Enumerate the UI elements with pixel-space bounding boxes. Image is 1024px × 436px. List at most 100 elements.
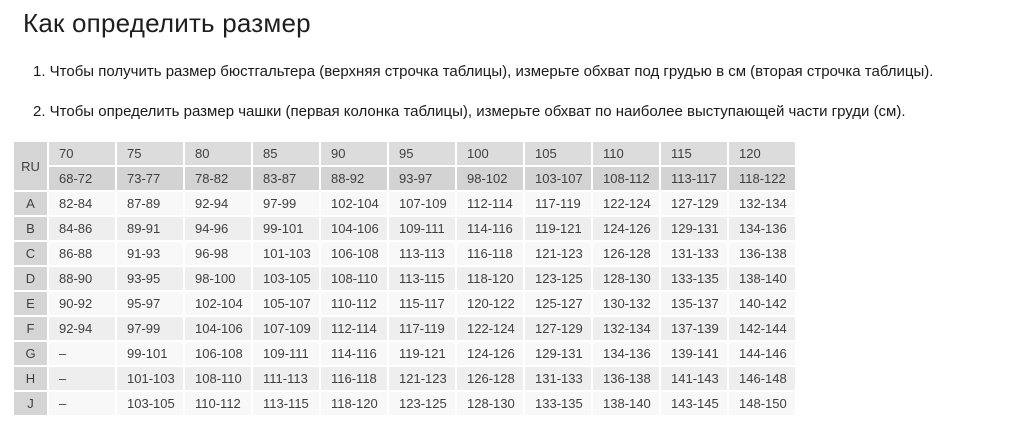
cup-label-cell: D	[14, 267, 47, 290]
size-cell: 104-106	[321, 217, 387, 240]
cup-row-c: C 86-88 91-93 96-98 101-103 106-108 113-113 116…	[14, 242, 795, 265]
band-size-cell: 95	[389, 142, 455, 165]
size-cell: 118-120	[457, 267, 523, 290]
cup-label-cell: E	[14, 292, 47, 315]
size-cell: 116-118	[321, 367, 387, 390]
cup-row-f: F 92-94 97-99 104-106 107-109 112-114 117-119 1…	[14, 317, 795, 340]
size-cell: 119-121	[389, 342, 455, 365]
cup-row-e: E 90-92 95-97 102-104 105-107 110-112 115-117 1…	[14, 292, 795, 315]
size-cell: 98-100	[185, 267, 251, 290]
size-cell: 92-94	[185, 192, 251, 215]
size-cell: 143-145	[661, 392, 727, 415]
instructions-list: 1. Чтобы получить размер бюстгальтера (в…	[33, 62, 1024, 121]
size-cell: 131-133	[525, 367, 591, 390]
underbust-cell: 73-77	[117, 167, 183, 190]
size-cell: 112-114	[321, 317, 387, 340]
size-cell: 88-90	[49, 267, 115, 290]
band-size-cell: 105	[525, 142, 591, 165]
band-size-cell: 70	[49, 142, 115, 165]
size-cell: 141-143	[661, 367, 727, 390]
size-cell: 123-125	[389, 392, 455, 415]
size-cell: 82-84	[49, 192, 115, 215]
size-cell: 101-103	[253, 242, 319, 265]
cup-label-cell: J	[14, 392, 47, 415]
cup-row-j: J –103-105 110-112 113-115 118-120 123-125 128…	[14, 392, 795, 415]
instruction-item-2: 2. Чтобы определить размер чашки (первая…	[33, 103, 906, 120]
size-cell: 133-135	[525, 392, 591, 415]
size-cell: 132-134	[729, 192, 795, 215]
cup-row-b: B 84-86 89-91 94-96 99-101 104-106 109-111 114-…	[14, 217, 795, 240]
size-cell: 123-125	[525, 267, 591, 290]
size-cell: 104-106	[185, 317, 251, 340]
cup-label-cell: H	[14, 367, 47, 390]
size-cell: 102-104	[185, 292, 251, 315]
size-cell: 133-135	[661, 267, 727, 290]
size-cell: 121-123	[389, 367, 455, 390]
size-cell: 124-126	[593, 217, 659, 240]
underbust-cell: 108-112	[593, 167, 659, 190]
size-cell: 111-113	[253, 367, 319, 390]
size-cell: 139-141	[661, 342, 727, 365]
size-cell: 125-127	[525, 292, 591, 315]
size-cell: 116-118	[457, 242, 523, 265]
size-cell: 135-137	[661, 292, 727, 315]
size-cell: 117-119	[525, 192, 591, 215]
size-cell: 106-108	[321, 242, 387, 265]
cup-label-cell: A	[14, 192, 47, 215]
underbust-cell: 103-107	[525, 167, 591, 190]
size-cell: 134-136	[729, 217, 795, 240]
size-cell: 138-140	[593, 392, 659, 415]
size-cell: 108-110	[185, 367, 251, 390]
size-table: RU 70 75 80 85 90 95 100 105 110 115 120 68-72 73-77 7…	[12, 140, 797, 417]
size-cell: 106-108	[185, 342, 251, 365]
size-cell: 94-96	[185, 217, 251, 240]
band-size-cell: 100	[457, 142, 523, 165]
band-size-cell: 110	[593, 142, 659, 165]
size-cell: 105-107	[253, 292, 319, 315]
size-cell: 136-138	[593, 367, 659, 390]
size-cell: 137-139	[661, 317, 727, 340]
band-size-cell: 115	[661, 142, 727, 165]
size-cell: 93-95	[117, 267, 183, 290]
size-cell: 114-116	[321, 342, 387, 365]
size-table-header: RU 70 75 80 85 90 95 100 105 110 115 120 68-72 73-77 7…	[14, 142, 795, 190]
underbust-row: 68-72 73-77 78-82 83-87 88-92 93-97 98-102 103-…	[14, 167, 795, 190]
size-cell: 129-131	[525, 342, 591, 365]
corner-cell-ru: RU	[14, 142, 47, 190]
size-cell: 118-120	[321, 392, 387, 415]
size-cell: 131-133	[661, 242, 727, 265]
size-cell: 113-115	[253, 392, 319, 415]
size-cell: 95-97	[117, 292, 183, 315]
cup-row-a: A 82-84 87-89 92-94 97-99 102-104 107-109 112-1…	[14, 192, 795, 215]
instruction-item-1: 1. Чтобы получить размер бюстгальтера (в…	[33, 63, 934, 80]
page-title: Как определить размер	[23, 8, 311, 38]
size-cell: 108-110	[321, 267, 387, 290]
underbust-cell: 88-92	[321, 167, 387, 190]
size-cell: 115-117	[389, 292, 455, 315]
size-cell: 130-132	[593, 292, 659, 315]
band-size-cell: 80	[185, 142, 251, 165]
size-cell: 96-98	[185, 242, 251, 265]
size-cell: 107-109	[389, 192, 455, 215]
band-size-cell: 90	[321, 142, 387, 165]
size-cell: 86-88	[49, 242, 115, 265]
underbust-cell: 78-82	[185, 167, 251, 190]
size-table-body: A 82-84 87-89 92-94 97-99 102-104 107-109 112-1…	[14, 192, 795, 415]
size-cell: 124-126	[457, 342, 523, 365]
cup-row-h: H –101-103 108-110 111-113 116-118 121-123 126…	[14, 367, 795, 390]
size-cell: 138-140	[729, 267, 795, 290]
size-cell: 113-113	[389, 242, 455, 265]
size-cell: 101-103	[117, 367, 183, 390]
band-size-cell: 85	[253, 142, 319, 165]
size-cell: 87-89	[117, 192, 183, 215]
size-cell: 103-105	[117, 392, 183, 415]
cup-label-cell: F	[14, 317, 47, 340]
size-cell: 126-128	[457, 367, 523, 390]
size-cell: 84-86	[49, 217, 115, 240]
size-cell: 97-99	[117, 317, 183, 340]
size-cell: 109-111	[253, 342, 319, 365]
underbust-cell: 98-102	[457, 167, 523, 190]
size-cell: 127-129	[525, 317, 591, 340]
band-size-cell: 120	[729, 142, 795, 165]
cup-row-g: G –99-101 106-108 109-111 114-116 119-121 124-…	[14, 342, 795, 365]
